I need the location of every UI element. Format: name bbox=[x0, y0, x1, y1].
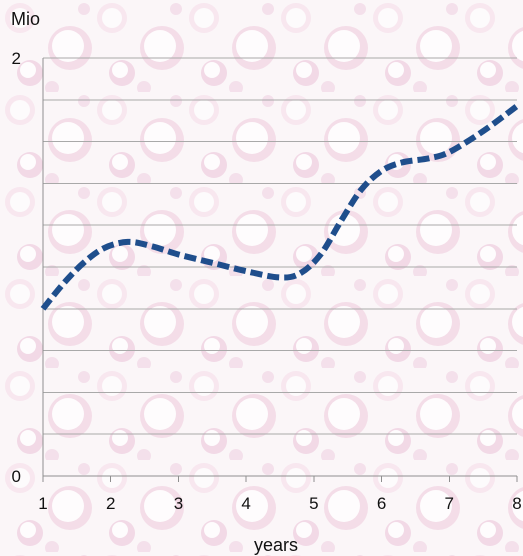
data-point bbox=[448, 151, 450, 153]
data-point bbox=[401, 162, 403, 164]
x-tick-label: 5 bbox=[309, 494, 318, 513]
x-tick-label: 7 bbox=[445, 494, 454, 513]
x-tick-label: 1 bbox=[38, 494, 47, 513]
data-point bbox=[63, 283, 65, 285]
x-axis-label: years bbox=[254, 535, 298, 555]
data-point bbox=[178, 254, 180, 256]
x-tick-label: 2 bbox=[106, 494, 115, 513]
x-tick-label: 4 bbox=[241, 494, 250, 513]
grid-lines bbox=[43, 57, 517, 477]
series-line bbox=[40, 103, 519, 311]
data-point bbox=[151, 245, 153, 247]
data-point bbox=[245, 270, 247, 272]
data-point bbox=[300, 272, 302, 274]
chart-axes bbox=[42, 58, 517, 477]
y-tick-label: 2 bbox=[12, 49, 21, 68]
data-point bbox=[42, 308, 44, 310]
x-tick-label: 6 bbox=[377, 494, 386, 513]
data-point bbox=[211, 262, 213, 264]
tick-labels: 1 2 3 4 5 6 7 8 0 2 bbox=[12, 49, 522, 513]
line-series-group bbox=[40, 103, 519, 311]
data-point bbox=[279, 277, 281, 279]
data-point bbox=[83, 262, 85, 264]
data-point bbox=[103, 247, 105, 249]
x-tick-label: 8 bbox=[512, 494, 521, 513]
data-point bbox=[428, 158, 430, 160]
data-point bbox=[516, 105, 518, 107]
x-tick-label: 3 bbox=[174, 494, 183, 513]
y-axis-label: Mio bbox=[11, 9, 40, 29]
data-point bbox=[482, 130, 484, 132]
data-point bbox=[340, 220, 342, 222]
data-point bbox=[127, 241, 129, 243]
data-point bbox=[360, 189, 362, 191]
y-tick-label: 0 bbox=[12, 467, 21, 486]
data-point bbox=[320, 254, 322, 256]
data-point bbox=[381, 170, 383, 172]
